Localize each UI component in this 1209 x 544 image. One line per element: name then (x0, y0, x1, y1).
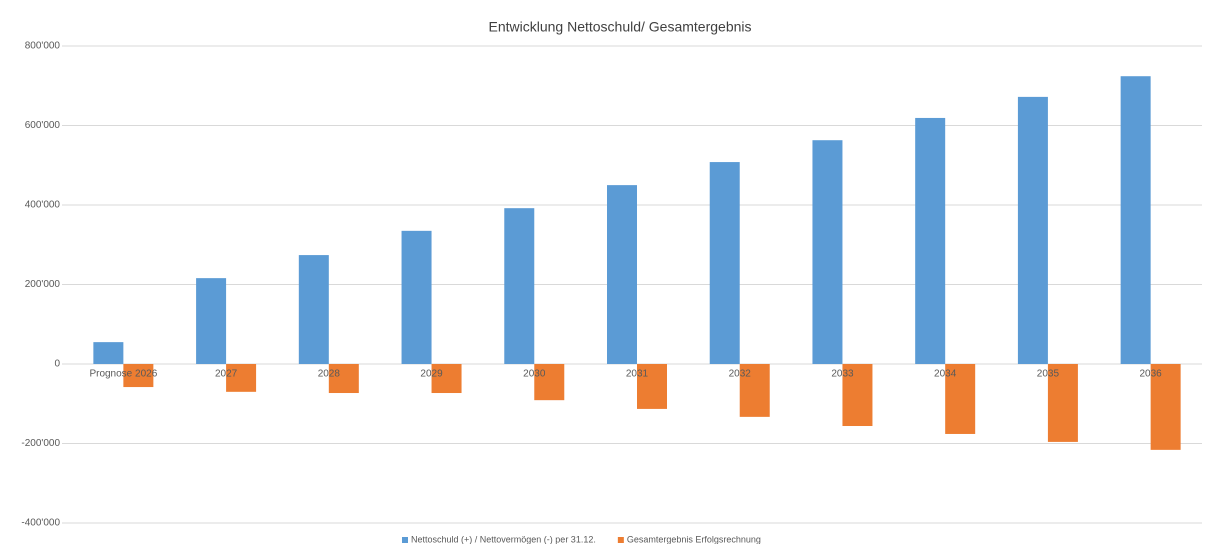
x-tick-label: 2030 (523, 369, 546, 380)
bar (739, 364, 770, 417)
x-tick-label: 2035 (1037, 369, 1060, 380)
x-tick-label: 2034 (934, 369, 957, 380)
y-tick-label: -400'000 (21, 518, 60, 529)
x-tick-label: 2036 (1140, 369, 1163, 380)
y-tick-label: 0 (54, 359, 60, 370)
chart-title: Entwicklung Nettoschuld/ Gesamtergebnis (488, 19, 751, 35)
bar (709, 162, 740, 364)
x-tick-label: Prognose 2026 (89, 369, 157, 380)
y-tick-label: -200'000 (21, 438, 60, 449)
bar (812, 140, 843, 364)
bar (607, 185, 637, 364)
bar (945, 364, 976, 434)
bar (123, 364, 154, 388)
y-tick-label: 200'000 (25, 279, 61, 290)
y-tick-label: 800'000 (25, 41, 61, 52)
x-tick-label: 2027 (215, 369, 238, 380)
bar (1150, 364, 1181, 450)
legend-swatch (402, 537, 408, 543)
x-tick-label: 2032 (729, 369, 752, 380)
bar (328, 364, 359, 394)
bar (226, 364, 257, 392)
x-tick-label: 2033 (831, 369, 854, 380)
bar (196, 278, 227, 364)
bar (842, 364, 873, 427)
bar (401, 230, 432, 364)
x-tick-label: 2031 (626, 369, 649, 380)
legend-swatch (617, 537, 624, 543)
y-tick-label: 600'000 (25, 120, 61, 131)
bar (93, 342, 124, 364)
y-tick-label: 400'000 (25, 200, 61, 211)
bar (915, 117, 946, 364)
bar (1047, 364, 1078, 442)
legend-label: Gesamtergebnis Erfolgsrechnung (627, 534, 761, 544)
bar (431, 364, 462, 394)
legend-label: Nettoschuld (+) / Nettovermögen (-) per … (411, 534, 596, 544)
bar (298, 255, 329, 364)
bar (1120, 76, 1151, 365)
bar (637, 364, 667, 409)
x-tick-label: 2029 (420, 369, 443, 380)
bar (534, 364, 565, 401)
bar (1017, 96, 1048, 364)
bar (504, 208, 535, 364)
x-tick-label: 2028 (318, 369, 341, 380)
